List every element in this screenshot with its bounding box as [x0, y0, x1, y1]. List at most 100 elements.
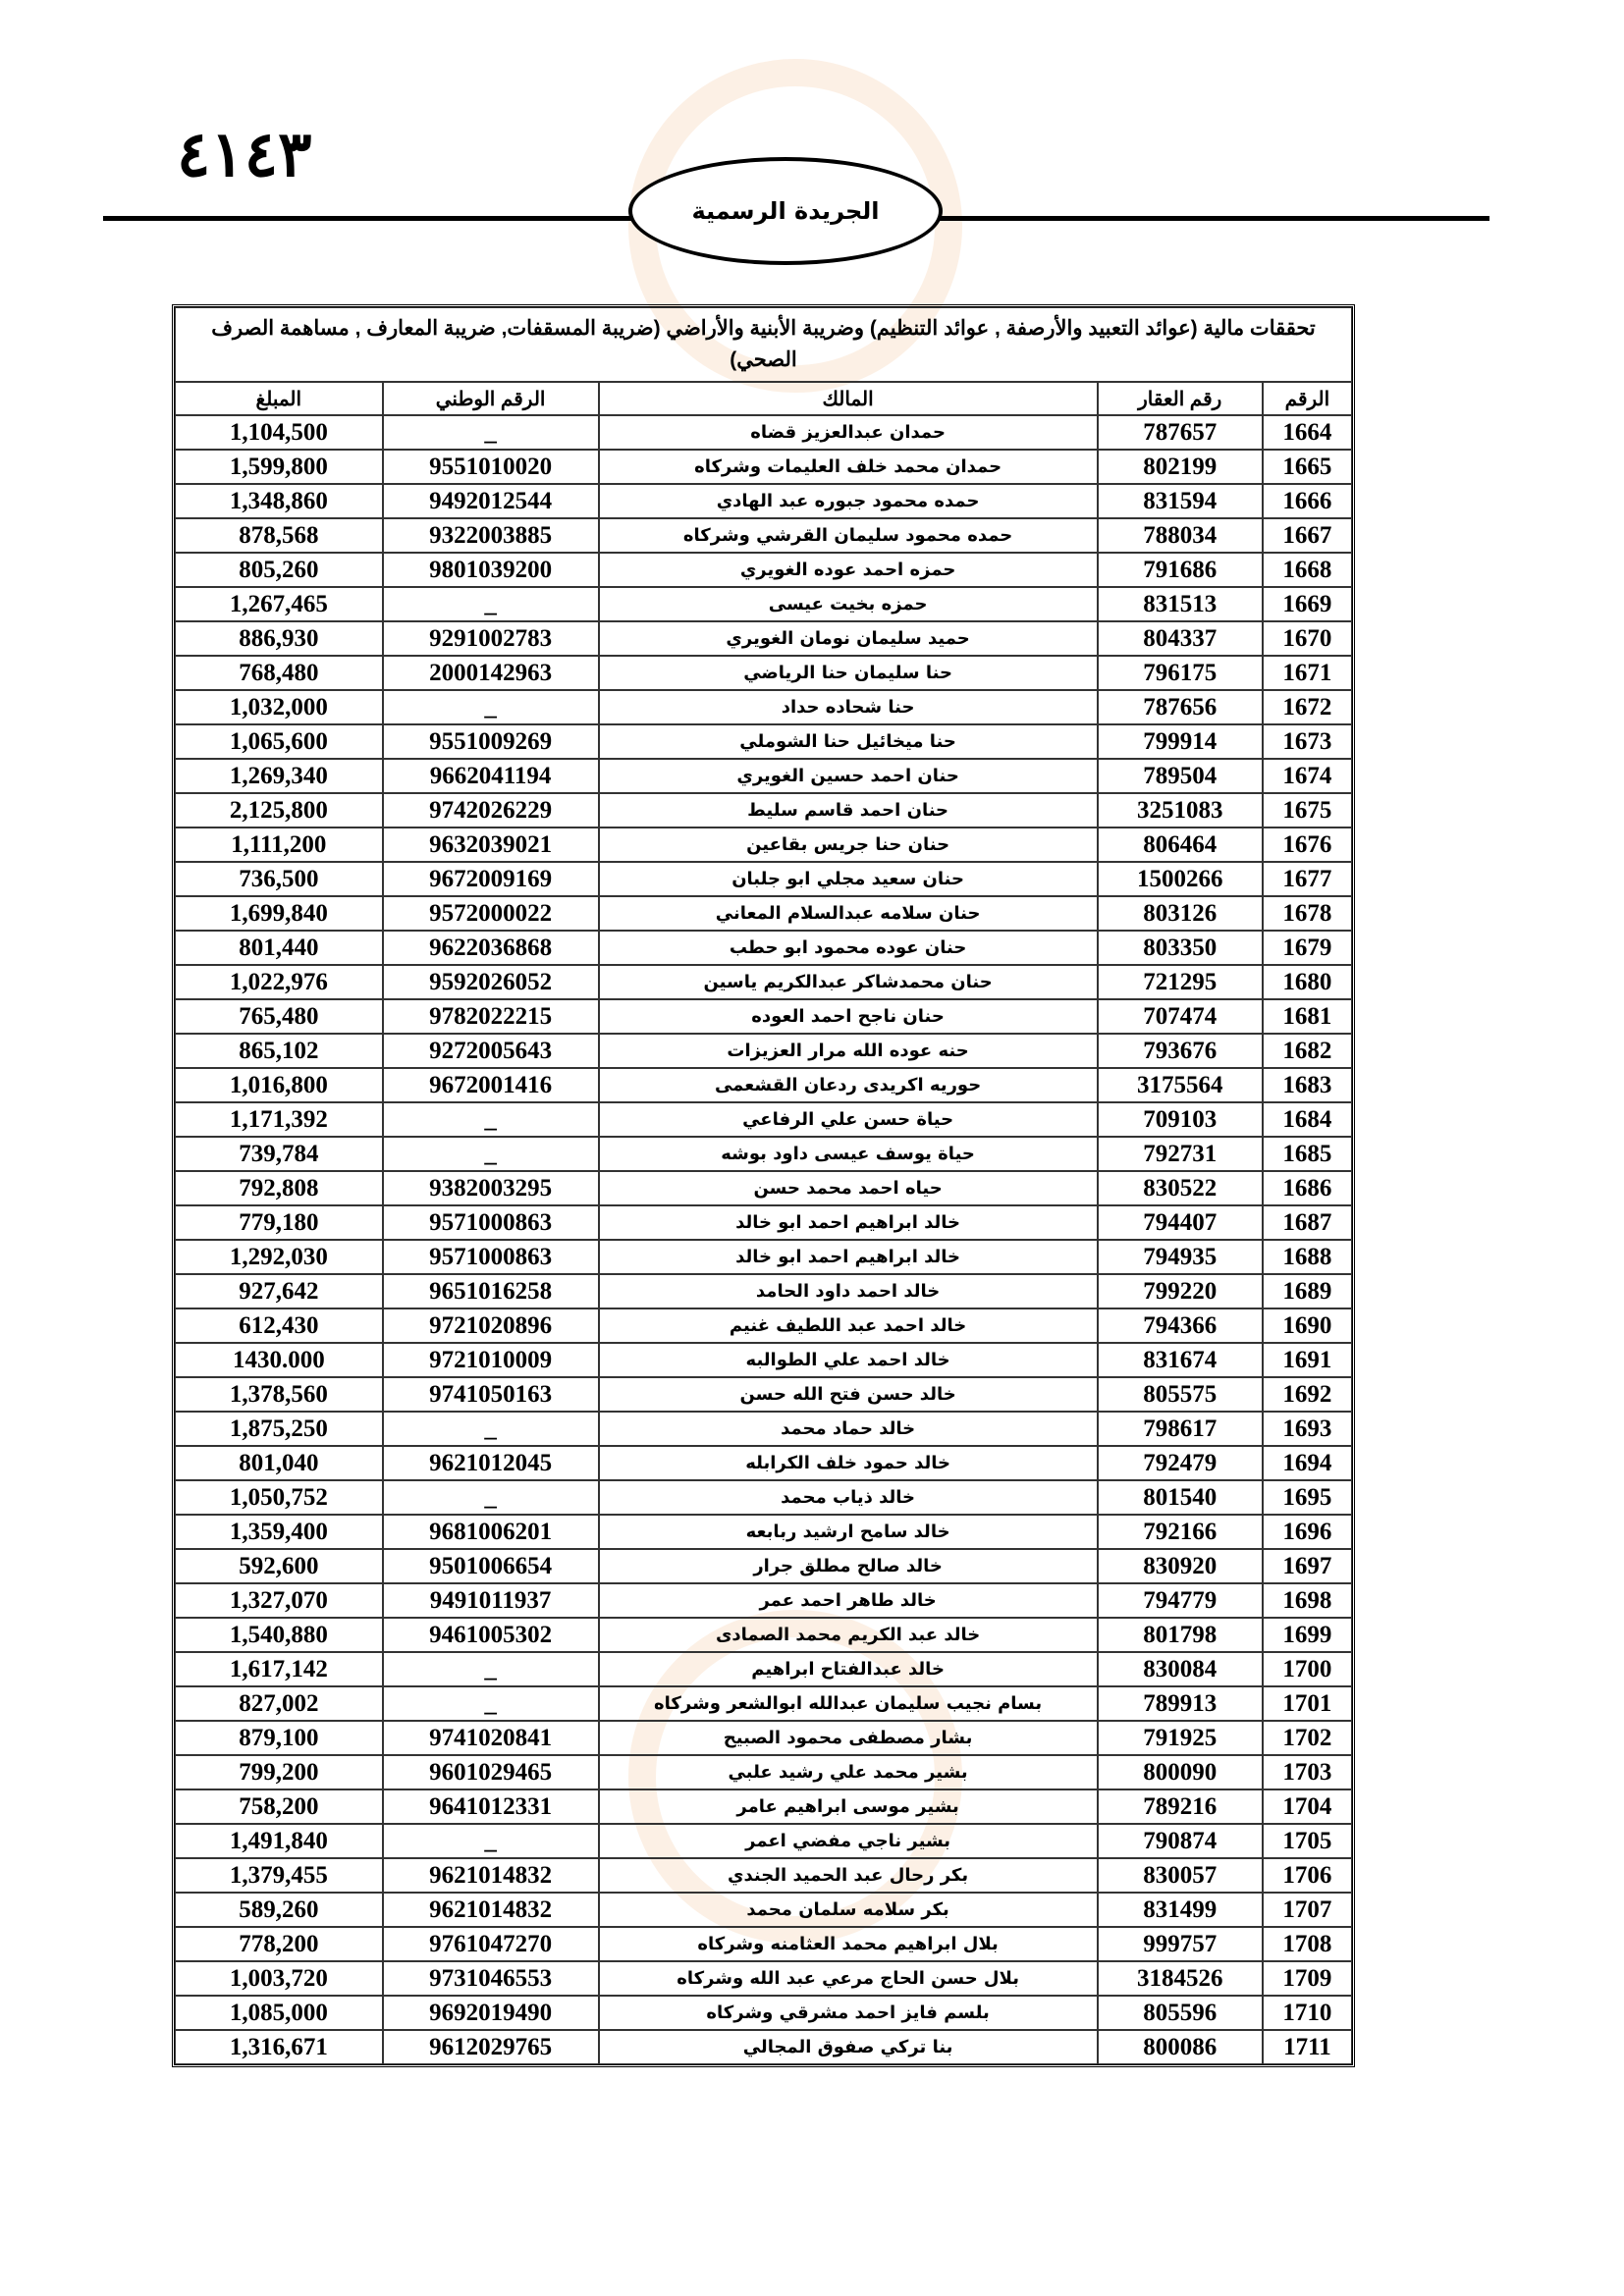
national-id: 9621012045	[382, 1446, 599, 1480]
property-number: 790874	[1097, 1824, 1263, 1858]
national-id: 9741020841	[382, 1721, 599, 1755]
column-header-owner: المالك	[598, 382, 1098, 415]
property-number: 802199	[1097, 450, 1263, 484]
table-row: 1696 792166 خالد سامح ارشيد ربابعه 96810062…	[175, 1515, 1352, 1549]
owner-name: حمده محمود سليمان القرشي وشركاه	[598, 518, 1098, 553]
table-row: 1702 791925 بشار مصطفى محمود الصبيح 9741020…	[175, 1721, 1352, 1755]
national-id: _	[382, 587, 599, 621]
owner-name: حنان احمد حسين الغويري	[598, 759, 1098, 793]
owner-name: خالد سامح ارشيد ربابعه	[598, 1515, 1098, 1549]
property-number: 721295	[1097, 965, 1263, 999]
row-number: 1667	[1262, 518, 1352, 553]
amount: 1,316,671	[175, 2030, 383, 2064]
property-number: 794779	[1097, 1583, 1263, 1618]
owner-name: حنان حنا جريس بقاعين	[598, 828, 1098, 862]
row-number: 1692	[1262, 1377, 1352, 1412]
owner-name: حنا ميخائيل حنا الشوملي	[598, 724, 1098, 759]
national-id: 9731046553	[382, 1961, 599, 1996]
national-id: 9782022215	[382, 999, 599, 1034]
national-id: _	[382, 1412, 599, 1446]
row-number: 1694	[1262, 1446, 1352, 1480]
row-number: 1695	[1262, 1480, 1352, 1515]
national-id: _	[382, 415, 599, 450]
property-number: 800090	[1097, 1755, 1263, 1789]
table-row: 1674 789504 حنان احمد حسين الغويري 96620411…	[175, 759, 1352, 793]
row-number: 1702	[1262, 1721, 1352, 1755]
table-row: 1703 800090 بشير محمد علي رشيد علبي 9601029…	[175, 1755, 1352, 1789]
amount: 799,200	[175, 1755, 383, 1789]
owner-name: بسام نجيب سليمان عبدالله ابوالشعر وشركاه	[598, 1686, 1098, 1721]
row-number: 1686	[1262, 1171, 1352, 1205]
row-number: 1685	[1262, 1137, 1352, 1171]
owner-name: بشير محمد علي رشيد علبي	[598, 1755, 1098, 1789]
property-number: 799220	[1097, 1274, 1263, 1308]
property-number: 830057	[1097, 1858, 1263, 1893]
property-number: 800086	[1097, 2030, 1263, 2064]
national-id: 9621014832	[382, 1893, 599, 1927]
property-number: 831594	[1097, 484, 1263, 518]
amount: 1,050,752	[175, 1480, 383, 1515]
amount: 765,480	[175, 999, 383, 1034]
amount: 1,003,720	[175, 1961, 383, 1996]
owner-name: بلسم فايز احمد مشرقي وشركاه	[598, 1996, 1098, 2030]
national-id: 9551010020	[382, 450, 599, 484]
owner-name: حنا سليمان حنا الرياضي	[598, 656, 1098, 690]
table-row: 1711 800086 بنا تركي صفوق المجالي 961202976…	[175, 2030, 1352, 2064]
amount: 827,002	[175, 1686, 383, 1721]
amount: 1,111,200	[175, 828, 383, 862]
national-id: 9592026052	[382, 965, 599, 999]
table-row: 1708 999757 بلال ابراهيم محمد العثامنه وشر…	[175, 1927, 1352, 1961]
amount: 1,875,250	[175, 1412, 383, 1446]
table-row: 1682 793676 حنه عوده الله مرار العزيزات 927…	[175, 1034, 1352, 1068]
table-row: 1698 794779 خالد طاهر احمد عمر 9491011937 1,…	[175, 1583, 1352, 1618]
amount: 801,040	[175, 1446, 383, 1480]
property-number: 805596	[1097, 1996, 1263, 2030]
row-number: 1705	[1262, 1824, 1352, 1858]
property-number: 789216	[1097, 1789, 1263, 1824]
row-number: 1710	[1262, 1996, 1352, 2030]
owner-name: حنان عوده محمود ابو حطب	[598, 931, 1098, 965]
owner-name: خالد عبدالفتاح ابراهيم	[598, 1652, 1098, 1686]
owner-name: حنان احمد قاسم سليط	[598, 793, 1098, 828]
amount: 1,022,976	[175, 965, 383, 999]
national-id: 9612029765	[382, 2030, 599, 2064]
property-number: 792479	[1097, 1446, 1263, 1480]
amount: 1,378,560	[175, 1377, 383, 1412]
row-number: 1677	[1262, 862, 1352, 896]
property-number: 787656	[1097, 690, 1263, 724]
table-row: 1710 805596 بلسم فايز احمد مشرقي وشركاه 969…	[175, 1996, 1352, 2030]
owner-name: حمده محمود جبوره عبد الهادي	[598, 484, 1098, 518]
row-number: 1709	[1262, 1961, 1352, 1996]
property-number: 707474	[1097, 999, 1263, 1034]
table-row: 1683 3175564 حوريه اكريدى ردعان القشعمى 967…	[175, 1068, 1352, 1102]
table-row: 1678 803126 حنان سلامه عبدالسلام المعاني 95…	[175, 896, 1352, 931]
owner-name: خالد ابراهيم احمد ابو خالد	[598, 1240, 1098, 1274]
property-number: 787657	[1097, 415, 1263, 450]
amount: 1,699,840	[175, 896, 383, 931]
owner-name: بنا تركي صفوق المجالي	[598, 2030, 1098, 2064]
table-header-row: الرقم رقم العقار المالك الرقم الوطني الم…	[175, 382, 1352, 415]
owner-name: خالد طاهر احمد عمر	[598, 1583, 1098, 1618]
national-id: 9572000022	[382, 896, 599, 931]
row-number: 1707	[1262, 1893, 1352, 1927]
amount: 739,784	[175, 1137, 383, 1171]
national-id: 9741050163	[382, 1377, 599, 1412]
owner-name: بشار مصطفى محمود الصبيح	[598, 1721, 1098, 1755]
page-number: ٤١٤٣	[177, 118, 312, 191]
table-row: 1679 803350 حنان عوده محمود ابو حطب 9622036…	[175, 931, 1352, 965]
amount: 1,540,880	[175, 1618, 383, 1652]
property-number: 794407	[1097, 1205, 1263, 1240]
owner-name: حمزه احمد عوده الغويري	[598, 553, 1098, 587]
national-id: 9621014832	[382, 1858, 599, 1893]
owner-name: بكر سلامه سلمان محمد	[598, 1893, 1098, 1927]
amount: 779,180	[175, 1205, 383, 1240]
row-number: 1684	[1262, 1102, 1352, 1137]
row-number: 1675	[1262, 793, 1352, 828]
national-id: 9501006654	[382, 1549, 599, 1583]
amount: 1,267,465	[175, 587, 383, 621]
property-number: 794935	[1097, 1240, 1263, 1274]
national-id: _	[382, 690, 599, 724]
table-row: 1693 798617 خالد حماد محمد _ 1,875,250	[175, 1412, 1352, 1446]
row-number: 1682	[1262, 1034, 1352, 1068]
publication-title-oval: الجريدة الرسمية	[628, 157, 943, 265]
